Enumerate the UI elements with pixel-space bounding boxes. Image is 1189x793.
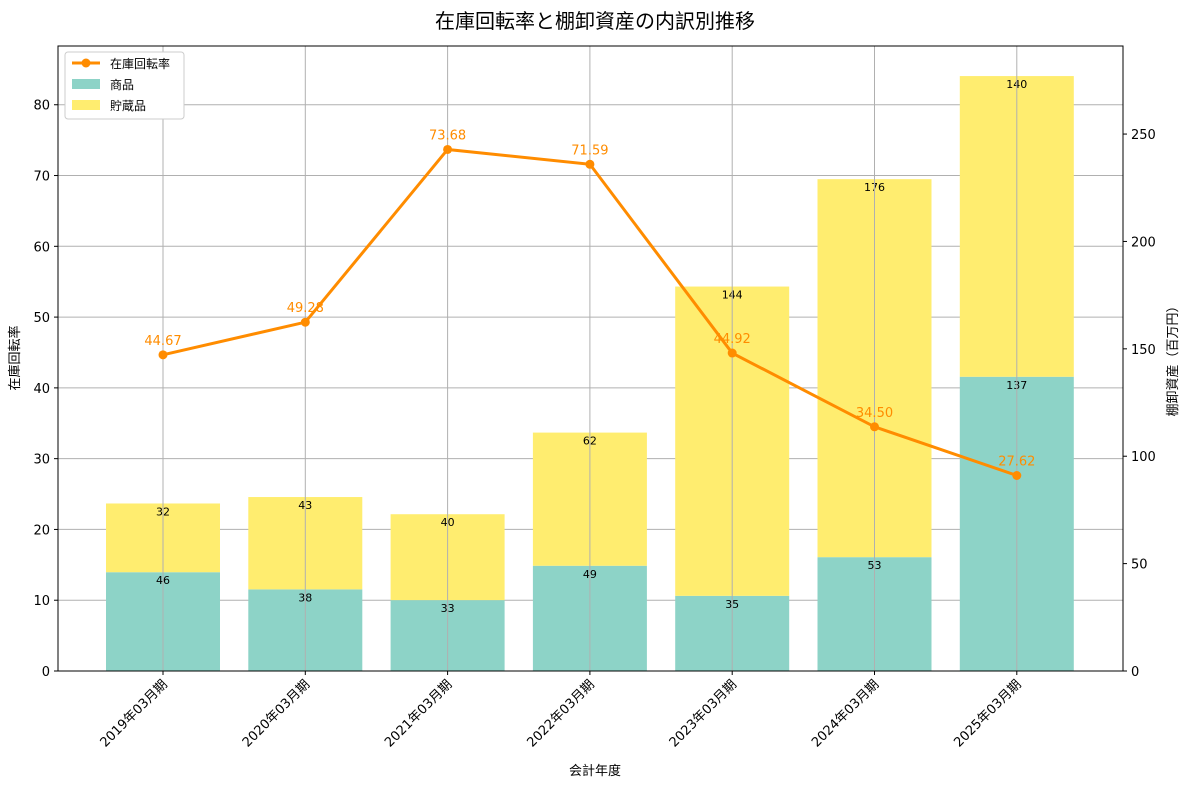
x-tick-label: 2022年03月期 [524,677,597,750]
y-tick-label: 50 [33,311,50,326]
x-axis-label: 会計年度 [569,763,621,779]
y-right-tick-label: 0 [1131,665,1139,680]
turnover-label: 34.50 [856,406,893,421]
turnover-point [727,348,737,358]
legend-point-marker [81,58,91,68]
legend-label-supplies: 貯蔵品 [110,99,146,113]
y-tick-label: 70 [33,170,50,185]
y-tick-label: 0 [42,665,50,680]
x-tick-label: 2020年03月期 [240,677,313,750]
y-tick-label: 40 [33,382,50,397]
y-right-tick-label: 50 [1131,558,1148,573]
turnover-label: 73.68 [429,128,466,143]
y-tick-label: 30 [33,453,50,468]
turnover-point [158,350,168,360]
turnover-label: 27.62 [998,455,1035,470]
y-right-tick-label: 200 [1131,235,1156,250]
legend-label-turnover: 在庫回転率 [110,56,170,71]
y-right-tick-label: 150 [1131,343,1156,358]
x-tick-label: 2024年03月期 [809,677,882,750]
x-tick-label: 2021年03月期 [382,677,455,750]
y-tick-label: 80 [33,99,50,114]
x-tick-label: 2023年03月期 [667,677,740,750]
y-axis-label: 在庫回転率 [7,325,23,390]
legend-swatch-supplies [72,100,100,110]
legend-label-goods: 商品 [110,77,134,92]
y-right-tick-label: 250 [1131,128,1156,143]
turnover-point [585,159,595,169]
x-tick-label: 2019年03月期 [98,677,171,750]
turnover-point [443,144,453,154]
legend: 在庫回転率 商品 貯蔵品 [64,51,185,120]
legend-swatch-goods [72,79,100,89]
y-axis-right-label: 棚卸資産（百万円） [1165,299,1181,416]
x-tick-label: 2025年03月期 [951,677,1024,750]
y-tick-label: 20 [33,523,50,538]
plot-frame [57,45,1124,672]
turnover-label: 71.59 [571,143,608,158]
y-tick-label: 10 [33,594,50,609]
turnover-point [870,422,879,432]
y-right-tick-label: 100 [1131,450,1156,465]
turnover-point [1012,471,1022,481]
turnover-point [300,317,310,327]
turnover-label: 44.92 [714,332,751,347]
y-tick-label: 60 [33,240,50,255]
chart-title: 在庫回転率と棚卸資産の内訳別推移 [435,9,755,33]
turnover-label: 49.28 [287,301,324,316]
turnover-label: 44.67 [144,334,181,349]
